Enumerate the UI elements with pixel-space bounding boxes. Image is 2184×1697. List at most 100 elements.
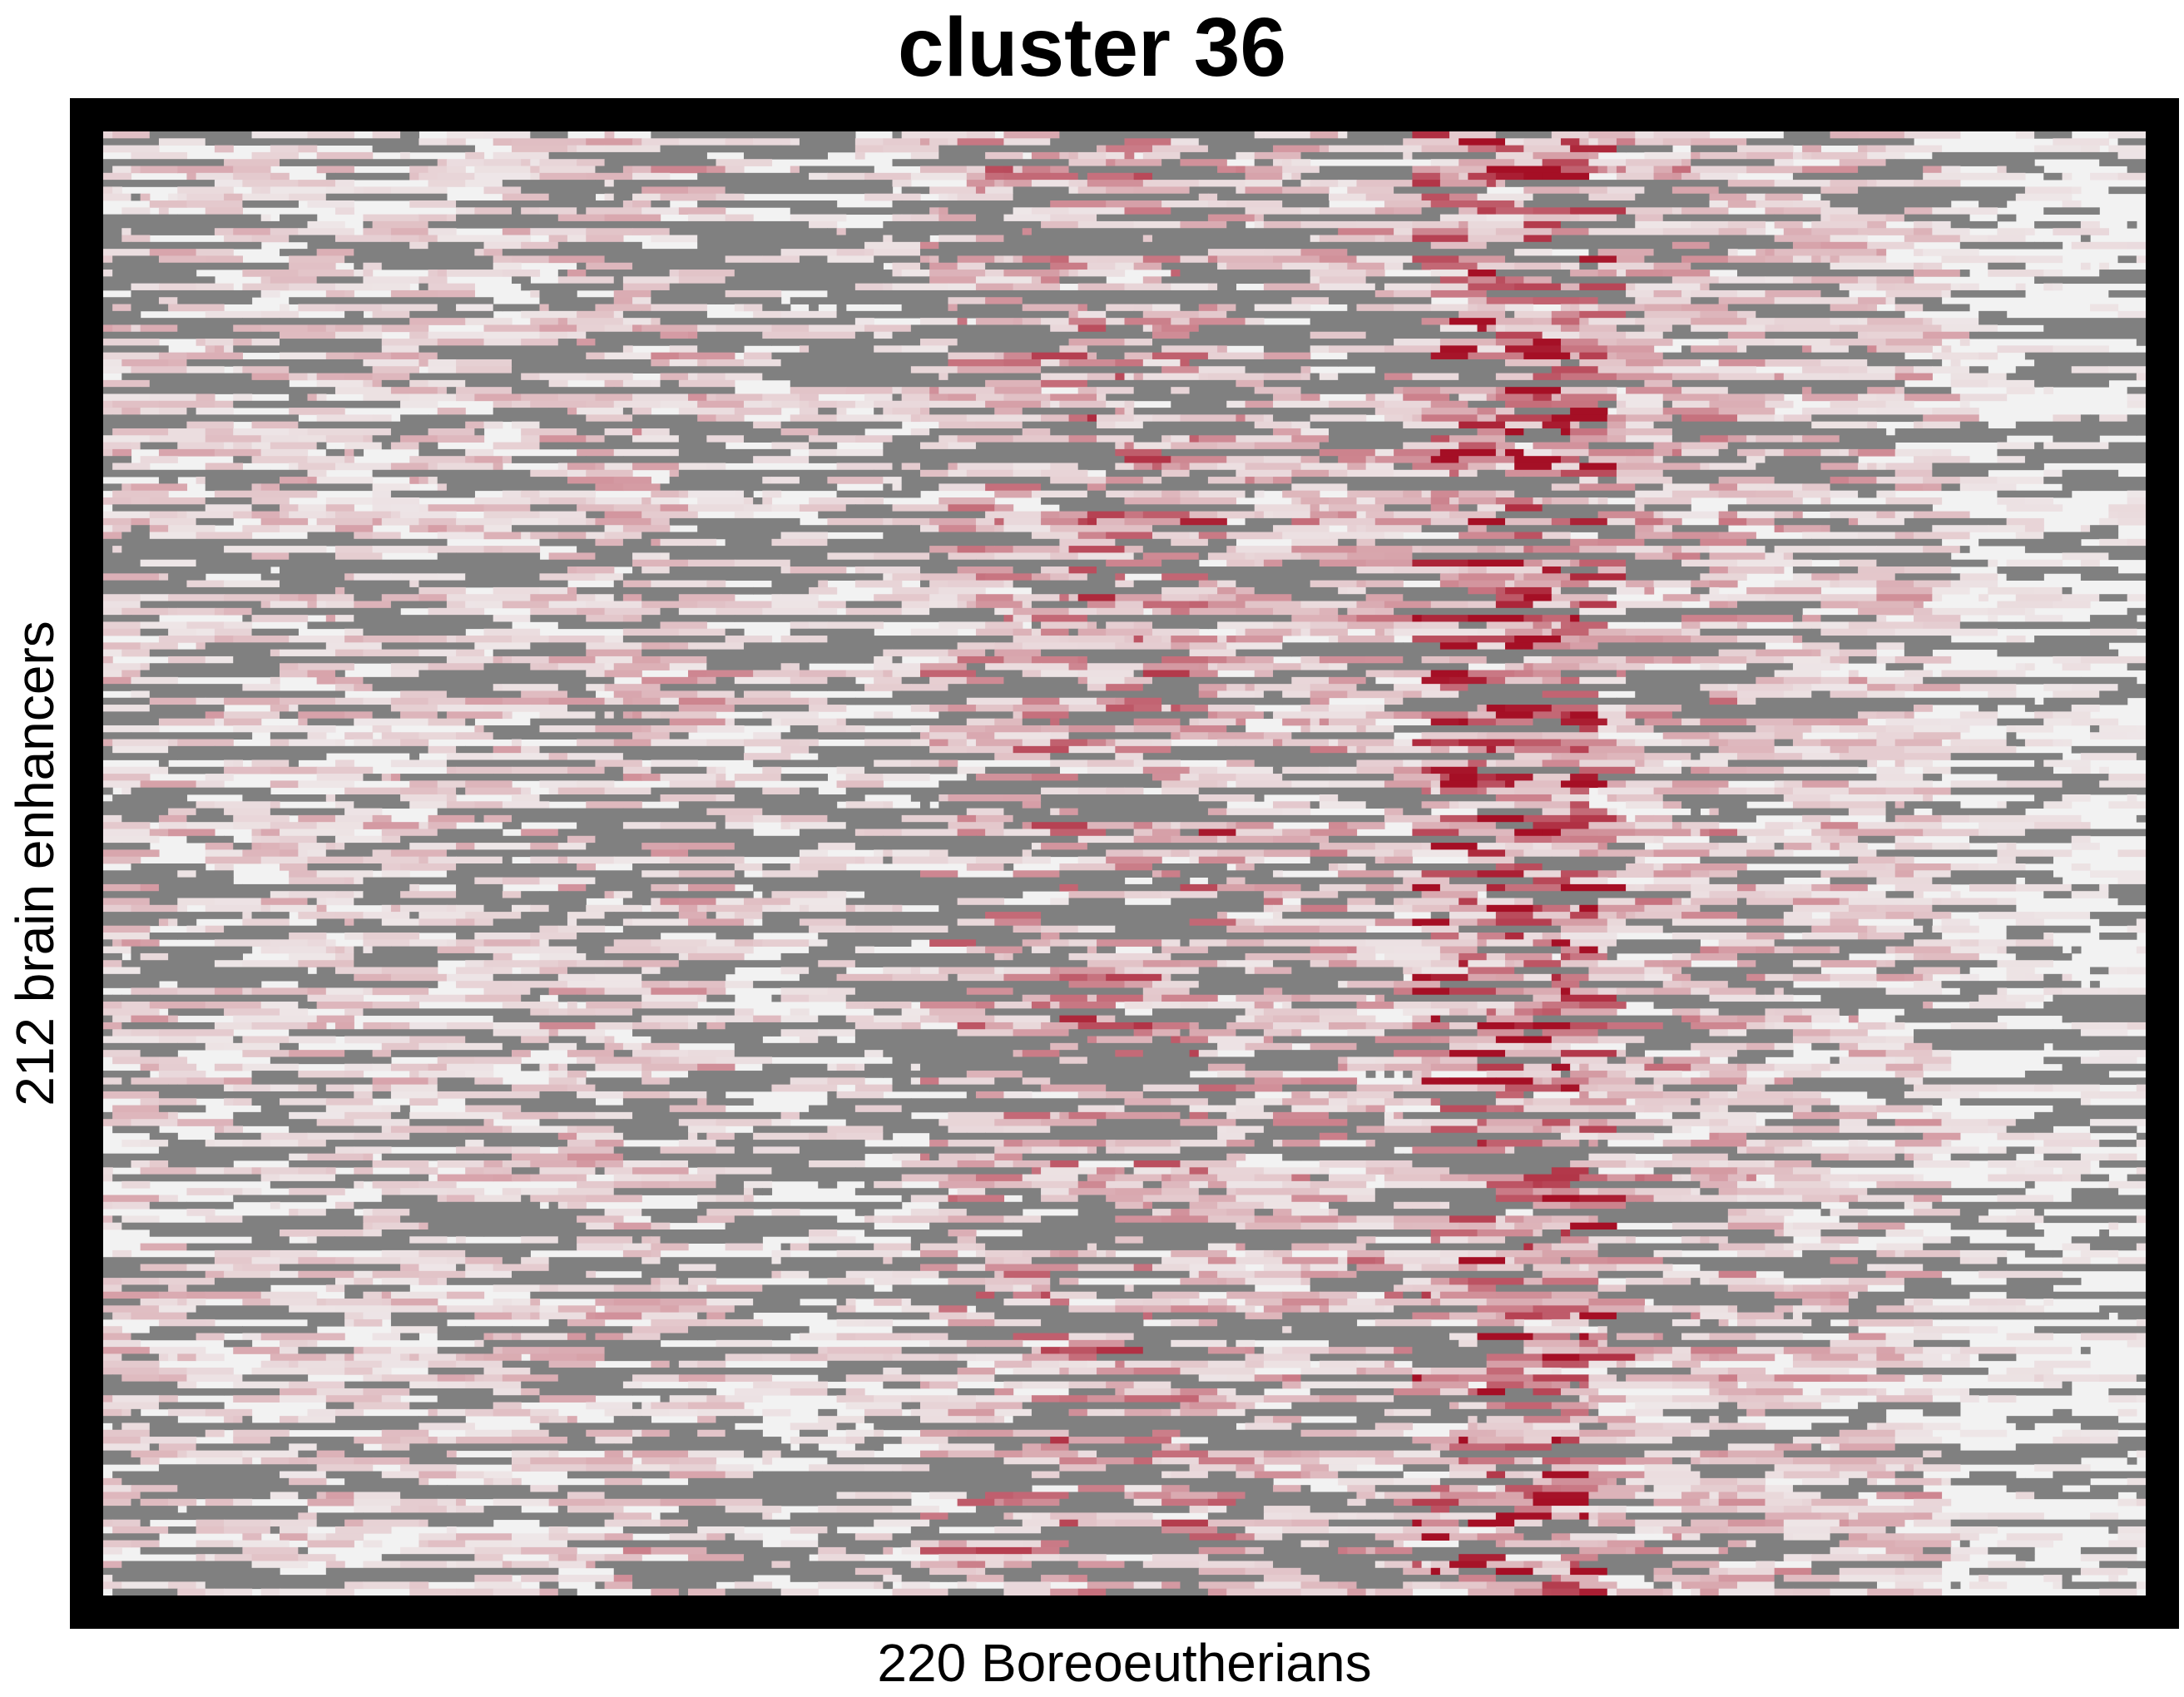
heatmap-cell: [1430, 490, 1459, 498]
heatmap-cell-missing: [883, 297, 949, 304]
heatmap-cell-missing: [2108, 442, 2119, 450]
heatmap-cell-missing: [446, 690, 522, 699]
heatmap-cell-missing: [196, 711, 206, 720]
heatmap-cell-missing: [1514, 490, 1636, 498]
heatmap-cell: [1374, 517, 1432, 526]
heatmap-cell: [1533, 393, 1553, 402]
heatmap-cell: [1189, 532, 1200, 540]
heatmap-cell-missing: [586, 511, 606, 519]
heatmap-cell-missing: [1217, 283, 1237, 291]
heatmap-cell: [1923, 414, 1979, 423]
heatmap-cell-missing: [957, 339, 1070, 346]
heatmap-cell-missing: [1904, 138, 1914, 146]
heatmap-cell: [1737, 883, 1756, 892]
heatmap-cell: [1282, 262, 1330, 270]
heatmap-cell: [1319, 843, 1376, 850]
heatmap-cell: [1616, 835, 1655, 844]
heatmap-cell: [316, 517, 374, 526]
heatmap-cell: [743, 898, 763, 906]
heatmap-cell-missing: [1811, 262, 1831, 270]
heatmap-cell: [1783, 414, 1812, 423]
heatmap-cell: [1811, 573, 1840, 581]
heatmap-cell-missing: [307, 532, 354, 540]
heatmap-cell: [1236, 863, 1255, 871]
heatmap-cell: [1151, 324, 1162, 333]
heatmap-cell-missing: [1300, 566, 1358, 574]
heatmap-cell: [1607, 925, 1664, 933]
heatmap-cell: [112, 428, 169, 436]
heatmap-cell: [205, 843, 234, 850]
heatmap-cell: [586, 601, 642, 609]
heatmap-cell-missing: [112, 255, 160, 264]
heatmap-cell: [1560, 636, 1580, 643]
heatmap-cell: [734, 304, 745, 312]
heatmap-cell: [1041, 628, 1070, 636]
heatmap-cell: [1495, 586, 1506, 595]
heatmap-cell-missing: [2043, 642, 2109, 651]
heatmap-cell: [854, 580, 903, 588]
heatmap-cell: [1495, 463, 1515, 471]
heatmap-cell: [1254, 511, 1265, 519]
heatmap-cell-missing: [214, 745, 429, 754]
heatmap-cell-missing: [177, 918, 197, 927]
heatmap-cell: [131, 517, 151, 526]
heatmap-cell: [1068, 745, 1116, 754]
heatmap-cell-missing: [1273, 414, 1311, 423]
heatmap-cell: [502, 594, 531, 601]
heatmap-cell: [1430, 601, 1468, 609]
heatmap-cell: [790, 663, 800, 670]
heatmap-cell-missing: [716, 636, 726, 643]
heatmap-cell: [1551, 310, 1580, 319]
heatmap-cell: [1394, 711, 1423, 720]
heatmap-cell: [1050, 808, 1060, 816]
heatmap-cell-missing: [845, 228, 1014, 235]
heatmap-cell: [140, 559, 197, 567]
heatmap-cell: [418, 649, 457, 657]
heatmap-cell: [140, 166, 178, 174]
heatmap-cell: [1003, 166, 1014, 174]
heatmap-cell: [233, 814, 290, 823]
heatmap-cell-missing: [1746, 304, 1831, 312]
heatmap-cell-missing: [1087, 843, 1320, 850]
heatmap-cell: [1106, 559, 1162, 567]
heatmap-cell: [994, 255, 1005, 264]
heatmap-cell-missing: [957, 711, 1014, 720]
heatmap-cell: [1356, 745, 1367, 754]
heatmap-cell: [669, 856, 726, 864]
heatmap-cell-missing: [1151, 621, 1171, 630]
heatmap-cell: [957, 138, 1005, 146]
heatmap-cell: [669, 780, 717, 789]
heatmap-cell: [1050, 393, 1097, 402]
heatmap-cell: [1969, 814, 2026, 823]
heatmap-cell: [948, 283, 977, 291]
heatmap-cell: [753, 421, 782, 429]
heatmap-cell: [1746, 918, 1785, 927]
heatmap-cell: [1533, 621, 1553, 630]
heatmap-cell-missing: [1254, 863, 1330, 871]
heatmap-cell: [1681, 615, 1738, 622]
heatmap-cell: [103, 835, 160, 844]
heatmap-cell-missing: [892, 891, 1023, 898]
heatmap-cell: [428, 607, 485, 616]
heatmap-cell-missing: [669, 566, 782, 574]
heatmap-cell: [289, 891, 336, 898]
heatmap-cell: [1068, 607, 1097, 616]
heatmap-cell-missing: [1394, 607, 1580, 616]
heatmap-cell-missing: [966, 663, 986, 670]
heatmap-cell: [567, 270, 587, 277]
heatmap-cell-missing: [1347, 483, 1553, 492]
heatmap-cell-missing: [1671, 711, 1859, 720]
heatmap-cell-missing: [883, 642, 958, 651]
heatmap-cell: [1226, 808, 1283, 816]
heatmap-cell-missing: [697, 525, 912, 532]
heatmap-cell-missing: [493, 774, 624, 781]
heatmap-cell: [233, 759, 243, 768]
heatmap-cell-missing: [901, 186, 930, 195]
heatmap-cell: [1468, 352, 1524, 360]
heatmap-cell-missing: [613, 580, 624, 588]
heatmap-cell: [586, 228, 633, 235]
heatmap-cell: [1403, 690, 1423, 699]
heatmap-cell-missing: [790, 628, 810, 636]
heatmap-cell: [586, 801, 642, 809]
heatmap-cell-missing: [716, 676, 735, 685]
